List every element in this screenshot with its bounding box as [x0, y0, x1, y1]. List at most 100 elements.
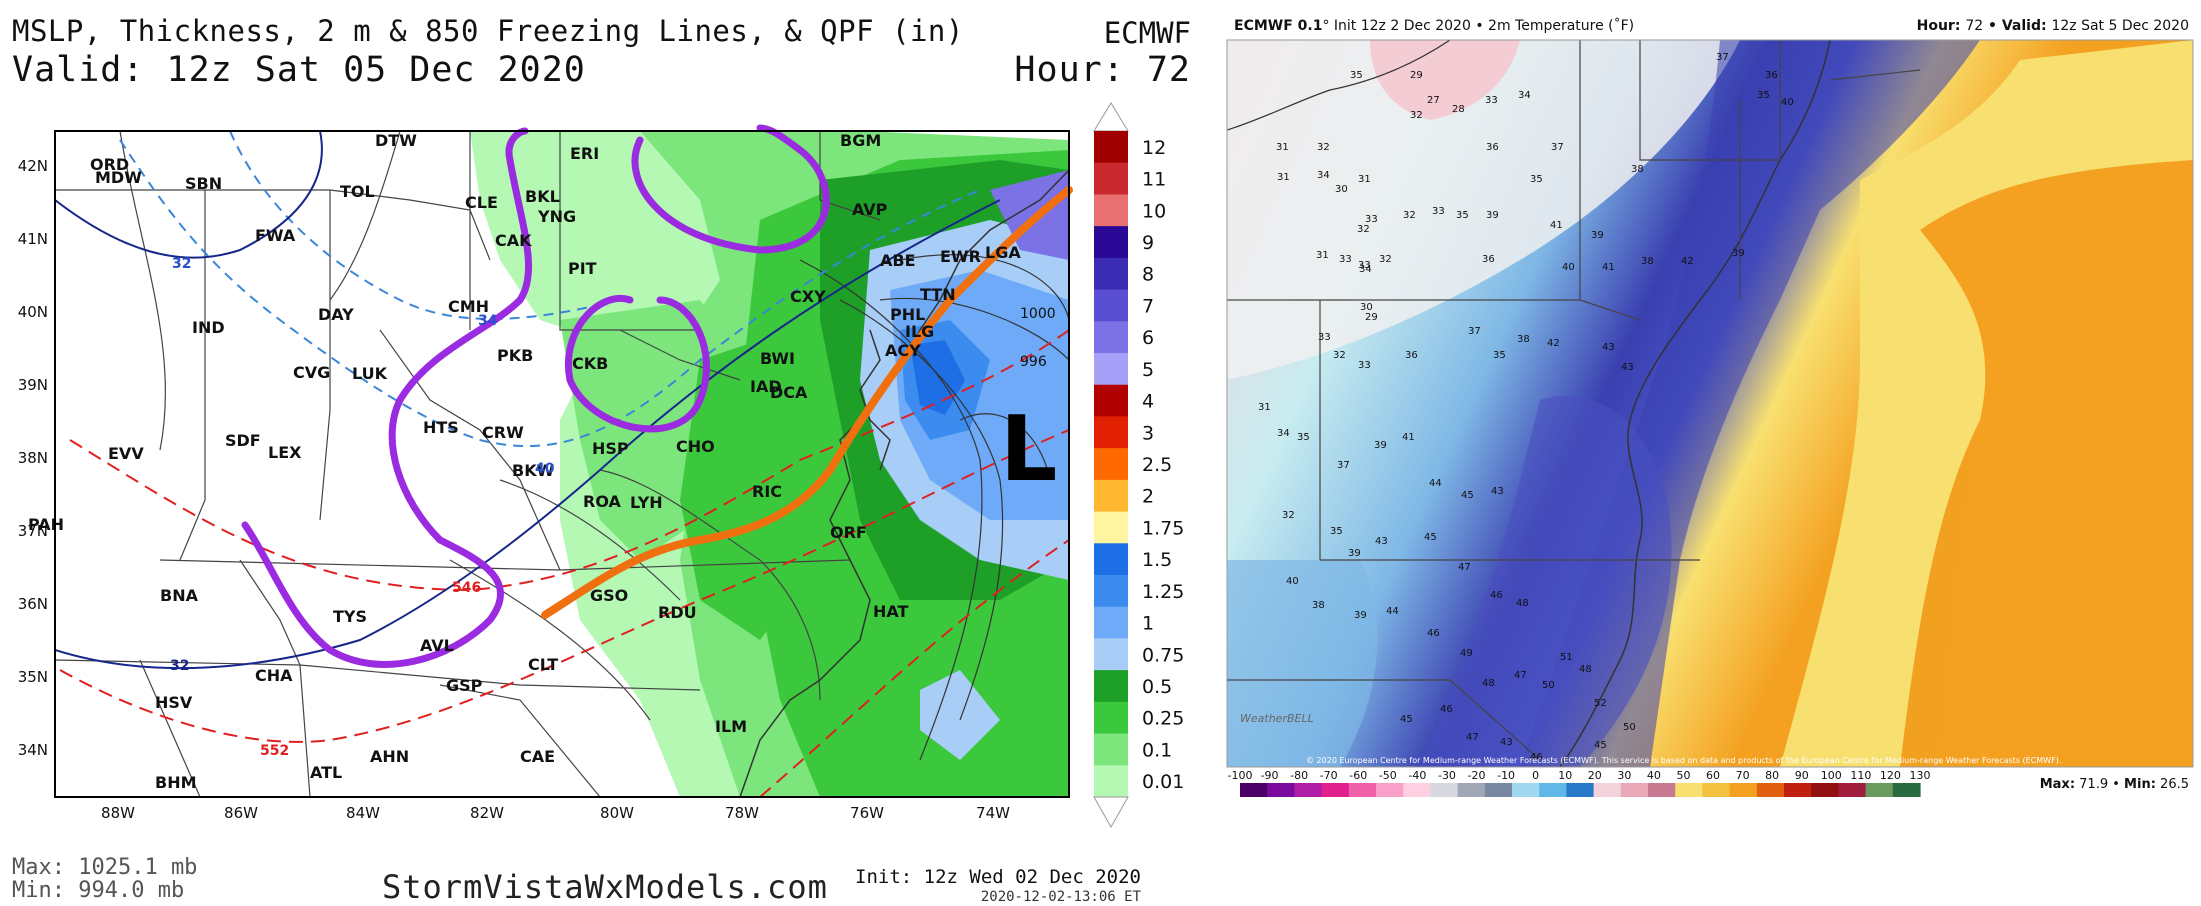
scale-swatch	[1784, 783, 1812, 797]
scale-swatch	[1512, 783, 1540, 797]
city-label: FWA	[255, 226, 296, 245]
colorbar-swatch	[1094, 194, 1128, 227]
scale-tick: -20	[1468, 769, 1486, 782]
scale-tick: 50	[1676, 769, 1690, 782]
city-label: GSO	[590, 586, 628, 605]
generated-time: 2020-12-02-13:06 ET	[980, 889, 1141, 905]
scale-tick: 10	[1558, 769, 1572, 782]
latitude-label: 36N	[18, 595, 48, 613]
forecast-hour: Hour: 72	[1014, 50, 1191, 90]
city-label: CXY	[790, 287, 826, 306]
station-temperature: 32	[1403, 210, 1416, 221]
colorbar-swatch	[1094, 448, 1128, 481]
station-temperature: 39	[1354, 610, 1367, 621]
scale-swatch	[1729, 783, 1758, 797]
station-temperature: 42	[1547, 338, 1560, 349]
city-label: PKB	[497, 346, 533, 365]
scale-tick: 110	[1850, 769, 1871, 782]
colorbar-label: 6	[1142, 327, 1154, 349]
station-temperature: 50	[1623, 722, 1636, 733]
station-temperature: 32	[1317, 142, 1330, 153]
scale-tick: 130	[1910, 769, 1931, 782]
scale-swatch	[1702, 783, 1731, 797]
station-temperature: 46	[1427, 628, 1440, 639]
thickness-label: 552	[260, 743, 289, 759]
colorbar-swatch	[1094, 511, 1128, 544]
station-temperature: 45	[1594, 740, 1607, 751]
city-label: LEX	[268, 443, 302, 462]
city-label: ROA	[583, 492, 621, 511]
colorbar-label: 5	[1142, 359, 1154, 381]
station-temperature: 49	[1460, 648, 1473, 659]
station-temperature: 35	[1530, 174, 1543, 185]
colorbar-label: 0.01	[1142, 771, 1184, 793]
city-label: TTN	[920, 285, 956, 304]
colorbar-label: 10	[1142, 200, 1166, 222]
station-temperature: 28	[1452, 104, 1465, 115]
scale-swatch	[1593, 783, 1622, 797]
station-temperature: 31	[1277, 172, 1290, 183]
city-label: PIT	[568, 259, 597, 278]
city-label: BNA	[160, 586, 199, 605]
latitude-labels: 42N 41N 40N 39N 38N 37N 36N 35N 34N	[18, 157, 48, 759]
latitude-label: 35N	[18, 668, 48, 686]
station-temperature: 39	[1486, 210, 1499, 221]
city-label: ABE	[880, 251, 916, 270]
city-label: IAD	[750, 377, 782, 396]
scale-tick: -10	[1497, 769, 1515, 782]
colorbar-label: 12	[1142, 137, 1166, 159]
thickness-lines	[59, 329, 1069, 797]
station-temperature: 33	[1358, 260, 1371, 271]
station-temperature: 34	[1359, 264, 1372, 275]
station-temperature: 32	[1410, 110, 1423, 121]
city-label: TYS	[333, 607, 367, 626]
latitude-label: 41N	[18, 230, 48, 248]
station-temperature: 36	[1405, 350, 1418, 361]
station-temperature: 32	[1333, 350, 1346, 361]
city-label: IND	[192, 318, 225, 337]
station-temperature: 35	[1456, 210, 1469, 221]
colorbar-swatch	[1094, 701, 1128, 735]
scale-swatch	[1321, 783, 1350, 797]
scale-swatch	[1539, 783, 1567, 797]
scale-tick: -100	[1228, 769, 1253, 782]
scale-tick: 40	[1647, 769, 1661, 782]
colorbar-swatch	[1094, 638, 1128, 671]
city-label: CRW	[482, 423, 524, 442]
city-label: AHN	[370, 747, 409, 766]
city-label: LYH	[630, 493, 663, 512]
station-temperature: 50	[1542, 680, 1555, 691]
scale-tick: 70	[1736, 769, 1750, 782]
min-pressure: Min: 994.0 mb	[12, 878, 185, 903]
station-temperature: 38	[1631, 164, 1644, 175]
scale-swatch	[1403, 783, 1431, 797]
station-temperature: 45	[1400, 714, 1413, 725]
city-label: BHM	[155, 773, 197, 792]
colorbar-label: 1.25	[1142, 581, 1184, 603]
station-temperature: 45	[1461, 490, 1474, 501]
city-label: RIC	[752, 482, 782, 501]
city-label: SDF	[225, 431, 261, 450]
colorbar-label: 8	[1142, 264, 1154, 286]
weatherbell-logo: WeatherBELL	[1240, 712, 1314, 725]
scale-tick: -30	[1438, 769, 1456, 782]
colorbar-label: 2	[1142, 486, 1154, 508]
station-temperature: 47	[1458, 562, 1471, 573]
colorbar-label: 9	[1142, 232, 1154, 254]
station-temperature: 33	[1358, 360, 1371, 371]
copyright-note: © 2020 European Centre for Medium-range …	[1306, 756, 2062, 765]
station-temperature: 33	[1318, 332, 1331, 343]
latitude-label: 40N	[18, 303, 48, 321]
station-temperature: 40	[1781, 97, 1794, 108]
station-temperature: 43	[1491, 486, 1504, 497]
city-label: CLT	[528, 655, 558, 674]
city-label: TOL	[340, 182, 375, 201]
station-temperature: 41	[1402, 432, 1415, 443]
valid-time: Valid: 12z Sat 05 Dec 2020	[12, 50, 586, 90]
station-temperature: 44	[1386, 606, 1399, 617]
station-temperature: 39	[1348, 548, 1361, 559]
init-time: Init: 12z Wed 02 Dec 2020	[855, 866, 1141, 888]
city-label: EWR	[940, 247, 981, 266]
city-label: DAY	[318, 305, 354, 324]
